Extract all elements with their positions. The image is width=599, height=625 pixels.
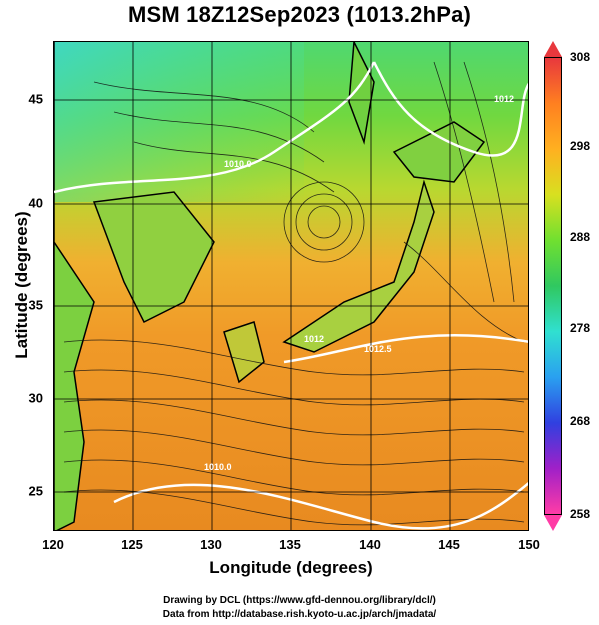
colorbar-label: 268 <box>570 414 591 428</box>
x-tick-label: 130 <box>200 537 222 552</box>
x-tick-label: 150 <box>518 537 540 552</box>
y-tick-label: 40 <box>28 195 43 211</box>
contour-label: 1010.0 <box>224 159 252 169</box>
x-tick-label: 140 <box>359 537 381 552</box>
colorbar-label: 258 <box>570 507 591 521</box>
lat-lon-grid <box>54 42 528 530</box>
y-tick-label: 25 <box>28 483 43 499</box>
isobars <box>54 61 528 530</box>
sakhalin <box>348 42 375 145</box>
colorbar-min-arrow <box>544 515 562 531</box>
contour-label: 1012.5 <box>364 344 392 354</box>
x-tick-label: 135 <box>279 537 301 552</box>
colorbar <box>544 57 562 515</box>
japan-hokkaido <box>392 121 486 183</box>
y-tick-label: 30 <box>28 390 43 406</box>
colorbar-label: 308 <box>570 50 591 64</box>
x-axis-label: Longitude (degrees) <box>209 558 373 577</box>
korean-peninsula <box>92 191 215 324</box>
x-tick-label: 120 <box>42 537 64 552</box>
y-axis-label: Latitude (degrees) <box>12 211 31 359</box>
y-tick-label: 45 <box>28 91 43 107</box>
colorbar-label: 278 <box>570 321 591 335</box>
y-tick-label: 35 <box>28 297 43 313</box>
contour-label: 1012 <box>304 334 324 344</box>
weather-map: 1010.0 1012 1012.5 1012 1010.0 <box>53 41 529 531</box>
contour-label: 1010.0 <box>204 462 232 472</box>
japan-honshu <box>282 179 435 353</box>
kyushu <box>223 321 265 384</box>
colorbar-label: 298 <box>570 139 591 153</box>
credit-drawing: Drawing by DCL (https://www.gfd-dennou.o… <box>163 595 436 606</box>
contour-label: 1012 <box>494 94 514 104</box>
colorbar-label: 288 <box>570 230 591 244</box>
china-coast <box>54 42 95 530</box>
colorbar-max-arrow <box>544 41 562 57</box>
map-title: MSM 18Z12Sep2023 (1013.2hPa) <box>127 2 472 27</box>
credit-data: Data from http://database.rish.kyoto-u.a… <box>162 609 437 620</box>
x-tick-label: 145 <box>438 537 460 552</box>
x-tick-label: 125 <box>121 537 143 552</box>
